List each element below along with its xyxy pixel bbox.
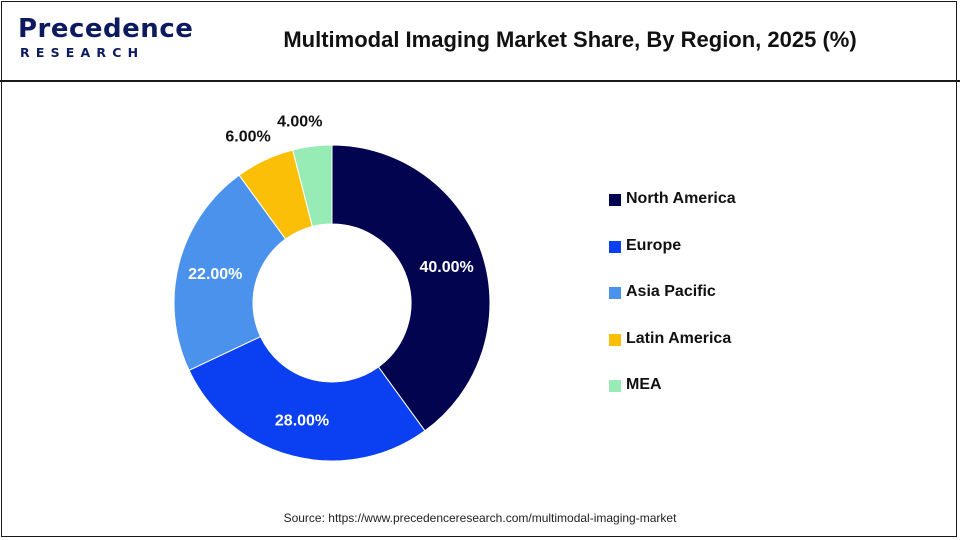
slice-asia-pacific — [173, 174, 287, 371]
donut-data-labels: 40.00% 28.00% 22.00% 6.00% 4.00% — [188, 113, 474, 429]
data-label-mea: 4.00% — [277, 113, 322, 130]
data-label-north-america: 40.00% — [419, 259, 473, 276]
legend-label: Europe — [626, 236, 682, 254]
legend-swatch — [609, 380, 621, 392]
legend-swatch — [609, 287, 621, 299]
header: Precedence RESEARCH Multimodal Imaging M… — [0, 0, 960, 82]
source-note: Source: https://www.precedenceresearch.c… — [283, 511, 677, 525]
chart-title: Multimodal Imaging Market Share, By Regi… — [283, 27, 857, 52]
legend-label: MEA — [626, 376, 662, 393]
legend-label: North America — [626, 190, 736, 207]
slice-north-america — [331, 144, 491, 432]
logo-wordmark: Precedence — [18, 14, 194, 44]
legend-swatch — [609, 333, 621, 346]
donut-chart: 40.00% 28.00% 22.00% 6.00% 4.00% — [173, 113, 491, 462]
data-label-europe: 28.00% — [275, 413, 329, 430]
precedence-research-logo: Precedence RESEARCH — [18, 14, 193, 64]
data-label-latin-america: 6.00% — [225, 128, 270, 145]
legend-swatch — [609, 240, 621, 253]
slice-mea — [292, 144, 333, 228]
legend-label: Latin America — [626, 329, 732, 347]
legend-swatch — [609, 194, 621, 206]
slice-europe — [188, 335, 426, 462]
legend-label: Asia Pacific — [626, 283, 716, 300]
donut-slices — [173, 144, 491, 462]
data-label-asia-pacific: 22.00% — [188, 266, 242, 283]
logo-subtitle: RESEARCH — [20, 45, 145, 60]
